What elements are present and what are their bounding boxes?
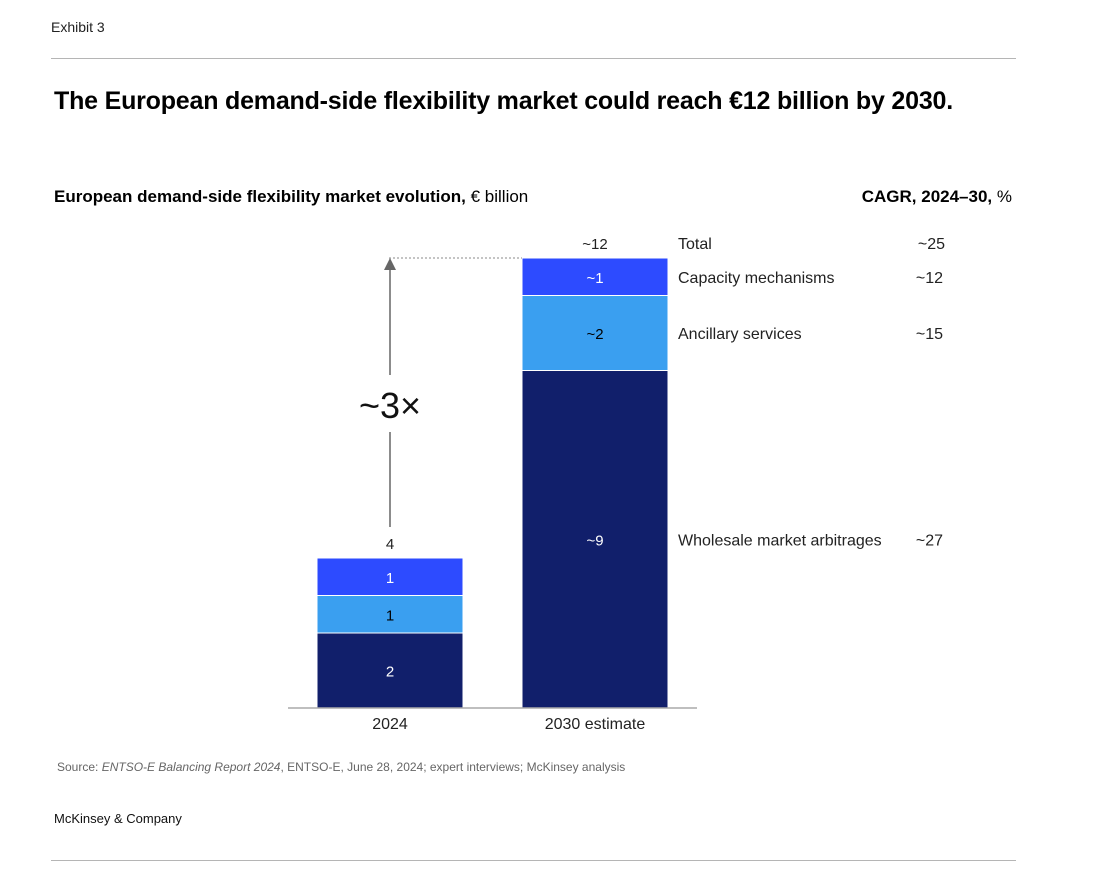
bar-segment: [316, 557, 464, 596]
segment-label: 1: [386, 607, 394, 624]
source-title: ENTSO-E Balancing Report 2024: [101, 760, 281, 774]
exhibit-label: Exhibit 3: [51, 19, 105, 35]
total-label: 4: [386, 536, 394, 553]
growth-multiplier: ~3×: [359, 385, 421, 426]
segment-label: ~1: [586, 270, 603, 287]
subtitle-unit: € billion: [470, 187, 529, 206]
legend-label: Capacity mechanisms: [678, 270, 835, 287]
cagr-header: CAGR, 2024–30, %: [862, 187, 1012, 207]
segment-label: 1: [386, 570, 394, 587]
chart-subtitle: European demand-side flexibility market …: [54, 187, 528, 207]
cagr-bold: CAGR, 2024–30,: [861, 187, 993, 206]
source-rest: , ENTSO-E, June 28, 2024; expert intervi…: [280, 760, 626, 774]
legend-label-total: Total: [678, 236, 712, 253]
x-tick-label: 2024: [372, 716, 408, 733]
cagr-value: ~27: [916, 532, 943, 549]
source-note: Source: ENTSO-E Balancing Report 2024, E…: [57, 760, 625, 774]
cagr-value: ~15: [916, 326, 943, 343]
legend-label: Wholesale market arbitrages: [678, 532, 882, 549]
arrow-head-icon: [384, 258, 396, 270]
chart-title: The European demand-side flexibility mar…: [54, 87, 953, 115]
bar-segment: [316, 632, 464, 709]
bottom-divider: [51, 860, 1016, 861]
total-label: ~12: [582, 236, 607, 253]
segment-label: ~9: [586, 532, 603, 549]
bar-segment: [521, 370, 669, 709]
x-tick-label: 2030 estimate: [545, 716, 646, 733]
bar-segment: [316, 595, 464, 634]
subtitle-bold: European demand-side flexibility market …: [54, 187, 466, 206]
bar-segment: [521, 295, 669, 371]
segment-label: 2: [386, 664, 394, 681]
segment-label: ~2: [586, 326, 603, 343]
bar-segment: [521, 257, 669, 296]
cagr-unit: %: [996, 187, 1012, 206]
cagr-value: ~12: [916, 270, 943, 287]
top-divider: [51, 58, 1016, 59]
cagr-value-total: ~25: [918, 236, 945, 253]
brand-name: McKinsey & Company: [54, 811, 182, 826]
source-prefix: Source:: [57, 760, 102, 774]
legend-label: Ancillary services: [678, 326, 802, 343]
